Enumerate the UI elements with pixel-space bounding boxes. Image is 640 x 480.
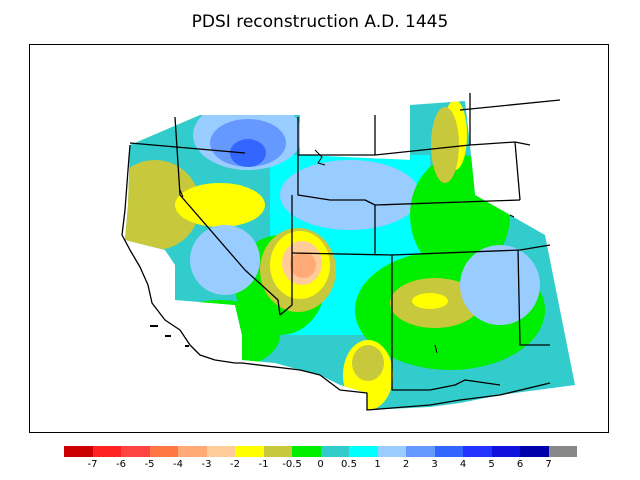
colorbar-tick-label: 4: [459, 459, 467, 470]
border-wy-north: [374, 141, 531, 156]
pdsi-map: [121, 93, 575, 411]
colorbar-swatch: [121, 446, 150, 457]
colorbar-swatch: [463, 446, 492, 457]
map-frame: [29, 44, 609, 433]
field-olive-south: [352, 345, 384, 381]
lake-east: [509, 214, 515, 218]
field-lightblue-east: [460, 245, 540, 325]
field-blue-nw: [230, 139, 266, 167]
state-boundaries: [121, 93, 561, 411]
colorbar-swatch: [349, 446, 378, 457]
colorbar-swatch: [263, 446, 292, 457]
colorbar: [64, 446, 577, 457]
colorbar-tick-label: 0: [317, 459, 324, 470]
border-ca-nv: [174, 116, 281, 316]
border-ne-west: [514, 141, 521, 201]
lakes: [179, 149, 515, 354]
colorbar-tick-label: 5: [488, 459, 495, 470]
colorbar-swatch: [292, 446, 321, 457]
border-id-east: [297, 117, 376, 255]
colorbar-swatch: [548, 446, 577, 457]
colorbar-tick-label: -0.5: [282, 459, 302, 470]
island-b: [165, 335, 171, 337]
colorbar-tick-label: -2: [230, 459, 240, 470]
colorbar-tick-label: 6: [516, 459, 524, 470]
island-c: [185, 345, 189, 347]
field-olive-ne: [431, 107, 459, 183]
map-title: PDSI reconstruction A.D. 1445: [191, 12, 449, 32]
colorbar-tick-label: 3: [431, 459, 438, 470]
colorbar-tick-label: -7: [87, 459, 98, 470]
lake-tahoe: [179, 189, 184, 198]
colorbar-swatch: [92, 446, 121, 457]
lake-south: [434, 344, 438, 354]
colorbar-swatch: [406, 446, 435, 457]
colorbar-swatch: [235, 446, 264, 457]
border-az-west: [279, 280, 293, 316]
border-co-east: [517, 249, 550, 346]
border-mexico: [241, 362, 551, 411]
colorbar-tick-label: 2: [402, 459, 410, 470]
colorbar-swatch: [206, 446, 235, 457]
colorbar-tick-label: -4: [173, 459, 183, 470]
channel-islands: [150, 325, 189, 347]
colorbar-swatch: [64, 446, 93, 457]
field-salmon-central: [290, 252, 316, 278]
colorbar-swatch: [149, 446, 178, 457]
border-nm-tx: [392, 379, 501, 391]
great-salt-lake: [314, 149, 326, 166]
colorbar-swatch: [491, 446, 520, 457]
colorbar-tick-label: -1: [258, 459, 269, 470]
field-yellow-se: [412, 293, 448, 309]
field-olive-west: [125, 160, 200, 250]
border-wy-south: [374, 199, 521, 206]
colorbar-swatch: [520, 446, 549, 457]
border-ut-co-east: [391, 244, 551, 256]
colorbar-tick-label: -3: [201, 459, 212, 470]
colorbar-swatch: [377, 446, 406, 457]
border-or-ca: [129, 142, 246, 154]
pdsi-field: [125, 101, 575, 410]
colorbar-tick-label: 0.5: [341, 459, 357, 470]
colorbar-swatch: [178, 446, 207, 457]
field-lightblue-north: [280, 160, 420, 230]
island-a: [150, 325, 158, 327]
colorbar-tick-label: -6: [116, 459, 126, 470]
colorbar-tick-label: 7: [545, 459, 552, 470]
border-nd: [459, 99, 561, 111]
colorbar-tick-label: 1: [374, 459, 381, 470]
colorbar-swatch: [320, 446, 349, 457]
colorbar-swatch: [434, 446, 463, 457]
colorbar-tick-label: -5: [144, 459, 155, 470]
colorbar-ticks: -7 -6 -5 -4 -3 -2 -1 -0.5 0 0.5 1 2 3 4 5 6 7: [64, 459, 577, 473]
field-lightblue-sw: [190, 225, 260, 295]
coastline: [121, 144, 242, 364]
